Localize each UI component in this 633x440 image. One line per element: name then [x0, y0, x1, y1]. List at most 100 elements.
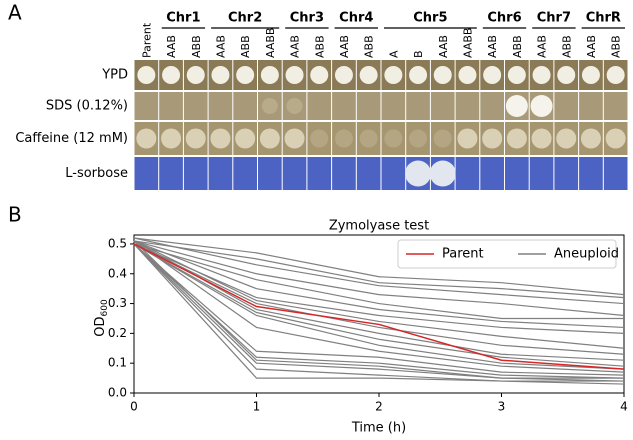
colony [260, 66, 279, 84]
colony [409, 66, 428, 84]
column-label: AABB [264, 28, 277, 58]
colony [384, 66, 403, 84]
group-label: Chr5 [413, 11, 447, 26]
data-line [133, 240, 624, 379]
column-label: AAB [437, 35, 450, 58]
colony [161, 128, 182, 149]
colony [384, 129, 403, 148]
plate-cell [258, 157, 282, 190]
data-line [133, 243, 625, 334]
plate-cell [134, 92, 159, 120]
panel-label: A [8, 1, 22, 25]
colony [137, 66, 156, 84]
x-tick-label: 1 [253, 400, 261, 414]
colony [458, 66, 477, 84]
colony [310, 66, 329, 84]
y-tick-label: 0.5 [108, 236, 127, 250]
column-label: AAB [536, 35, 549, 58]
data-line [133, 240, 625, 329]
column-label: AAB [338, 35, 351, 58]
y-tick-label: 0.3 [108, 296, 127, 310]
plate-cell [307, 92, 332, 120]
colony [334, 66, 353, 84]
column-label: ABB [313, 35, 326, 58]
plate-cell [554, 157, 579, 190]
column-label: ABB [363, 35, 376, 58]
plate-cell [332, 92, 356, 120]
column-label: B [412, 50, 425, 58]
plate-cell [183, 92, 208, 120]
colony [186, 66, 205, 84]
plate-cell [579, 157, 603, 190]
group-label: Chr3 [290, 11, 324, 26]
colony [210, 128, 231, 149]
plate-cell [183, 157, 208, 190]
data-line [133, 237, 625, 296]
data-line [133, 243, 625, 379]
colony [285, 66, 304, 84]
data-line [133, 243, 625, 385]
chart-title: Zymolyase test [329, 219, 429, 234]
plate-cell [381, 157, 406, 190]
plate-cell [307, 157, 332, 190]
colony [211, 66, 230, 84]
legend-label: Aneuploid [554, 247, 619, 262]
plate-cell [455, 92, 480, 120]
data-line [133, 240, 625, 373]
legend-label: Parent [442, 247, 484, 262]
colony [505, 95, 528, 117]
data-line [133, 243, 624, 382]
panel-label: B [8, 203, 22, 227]
colony [429, 160, 456, 187]
group-label: ChrR [586, 11, 621, 26]
column-label: AAB [214, 35, 227, 58]
x-axis-label: Time (h) [351, 421, 406, 436]
colony [507, 66, 526, 84]
plate-cell [455, 157, 480, 190]
x-tick-label: 0 [130, 400, 138, 414]
legend-box [397, 239, 617, 269]
plate-cell [356, 157, 381, 190]
plate-cell [554, 92, 579, 120]
column-label: ABB [190, 35, 203, 58]
colony [286, 98, 303, 114]
column-label: AAB [165, 35, 178, 58]
colony [310, 129, 329, 148]
colony [580, 128, 601, 149]
colony [433, 129, 452, 148]
plate-cell [208, 92, 233, 120]
colony [605, 128, 626, 149]
data-line [133, 243, 625, 376]
row-label: SDS (0.12%) [46, 99, 128, 114]
group-label: Chr4 [339, 11, 373, 26]
colony [532, 66, 551, 84]
column-label: ABB [560, 35, 573, 58]
colony [162, 66, 181, 84]
y-axis-label: OD600 [93, 299, 110, 337]
colony [261, 98, 278, 114]
y-tick-label: 0.1 [108, 356, 127, 370]
column-label: ABB [511, 35, 524, 58]
colony [530, 95, 553, 117]
plate-cell [529, 157, 554, 190]
plate-cell [282, 157, 307, 190]
plate-cell [603, 92, 628, 120]
plate-cell [233, 157, 257, 190]
colony [136, 128, 157, 149]
data-line [133, 240, 625, 317]
plate-cell [505, 157, 529, 190]
plate-cell [159, 92, 183, 120]
y-tick-label: 0.0 [108, 386, 127, 400]
colony [185, 128, 206, 149]
plate-cell [579, 92, 603, 120]
plate-cell [603, 157, 628, 190]
colony [259, 128, 280, 149]
row-label: Caffeine (12 mM) [15, 131, 128, 146]
group-label: Chr1 [166, 11, 200, 26]
colony [606, 66, 625, 84]
row-label: L-sorbose [65, 166, 128, 181]
column-label: AABB [461, 28, 474, 58]
colony [506, 128, 527, 149]
colony [482, 128, 503, 149]
colony [359, 66, 378, 84]
